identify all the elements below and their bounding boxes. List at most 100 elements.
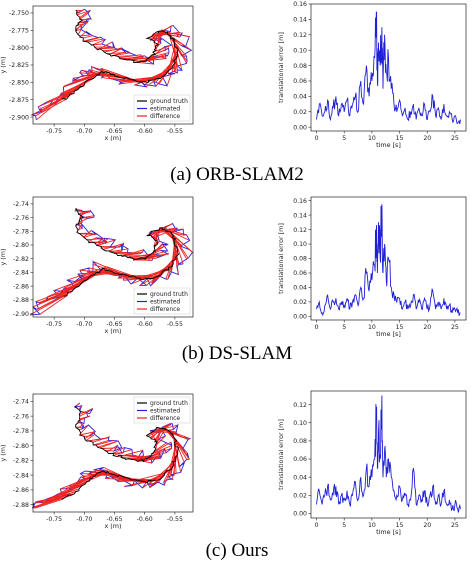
- ground-truth-trajectory: [63, 208, 180, 297]
- difference-segment: [75, 9, 82, 12]
- y-tick-label: -2.825: [9, 62, 29, 69]
- x-tick-label: 20: [423, 522, 431, 529]
- difference-segment: [29, 295, 64, 316]
- y-tick-label: 0.16: [293, 1, 307, 8]
- difference-segment: [96, 238, 109, 246]
- difference-segment: [79, 10, 91, 18]
- difference-segment: [162, 227, 190, 241]
- y-tick-label: 0.04: [293, 285, 307, 292]
- y-tick-label: -2.900: [9, 114, 29, 121]
- x-tick-label: 15: [396, 522, 404, 529]
- difference-segment: [35, 286, 77, 303]
- x-tick-label: -0.65: [107, 321, 123, 328]
- x-tick-label: -0.75: [46, 321, 62, 328]
- difference-segment: [74, 70, 102, 83]
- difference-segment: [78, 221, 83, 224]
- difference-segment: [80, 411, 90, 415]
- difference-segment: [152, 44, 172, 53]
- caption-a: (a) ORB-SLAM2: [170, 164, 304, 185]
- difference-segment: [124, 55, 145, 60]
- difference-segment: [78, 22, 88, 26]
- y-tick-label: -2.82: [13, 458, 29, 465]
- difference-segment: [91, 39, 106, 46]
- difference-segment: [104, 47, 122, 53]
- y-tick-label: -2.775: [9, 27, 29, 34]
- y-tick-label: 0.00: [293, 314, 307, 321]
- y-tick-label: 0.14: [293, 212, 307, 219]
- difference-segment: [82, 37, 99, 42]
- difference-segment: [102, 243, 124, 250]
- y-tick-label: 0.12: [293, 32, 307, 39]
- y-tick-label: 0.12: [293, 227, 307, 234]
- y-tick-label: -2.80: [13, 443, 29, 450]
- legend-estimated-label: estimated: [150, 299, 180, 306]
- axes-frame: [32, 393, 194, 513]
- difference-segment: [79, 12, 89, 20]
- y-tick-label: 0.06: [293, 270, 307, 277]
- axes-frame: [310, 3, 467, 132]
- difference-segment: [86, 238, 104, 241]
- x-tick-label: 0: [315, 522, 319, 529]
- difference-segment: [101, 68, 134, 80]
- difference-segment: [84, 435, 91, 437]
- difference-segment: [110, 248, 129, 253]
- difference-segment: [79, 31, 87, 38]
- trajectory-plot-4: -0.75 -0.70 -0.65 -0.60 -0.55 -2.74 -2.76 -2.78…: [0, 393, 194, 530]
- x-tick-label: 10: [368, 522, 376, 529]
- legend-ground-truth-label: ground truth: [150, 98, 188, 105]
- difference-segment: [99, 46, 114, 50]
- difference-segment: [76, 8, 85, 14]
- difference-segment: [36, 291, 73, 310]
- difference-segment: [78, 405, 83, 410]
- difference-segment: [75, 24, 82, 32]
- difference-segment: [83, 233, 97, 238]
- trajectory-plot-0: -0.75 -0.70 -0.65 -0.60 -0.55 -2.750 -2.775 -2.…: [0, 5, 194, 142]
- difference-segment: [60, 475, 95, 490]
- y-tick-label: -2.84: [13, 270, 29, 277]
- difference-segment: [64, 72, 100, 87]
- difference-segment: [47, 280, 84, 298]
- difference-segment: [154, 242, 164, 252]
- difference-segment: [88, 237, 97, 242]
- difference-segment: [96, 440, 114, 446]
- error-series-line: [316, 204, 461, 317]
- difference-segment: [75, 208, 82, 211]
- y-tick-label: 0.10: [293, 47, 307, 54]
- difference-segment: [49, 485, 82, 499]
- x-tick-label: -0.55: [167, 516, 183, 523]
- x-tick-label: -0.70: [76, 321, 92, 328]
- y-tick-label: 0.04: [293, 474, 307, 481]
- y-axis-label: y (m): [0, 248, 7, 265]
- y-axis-label: translational error [m]: [277, 419, 285, 490]
- difference-segment: [38, 88, 79, 108]
- y-tick-label: -2.86: [13, 283, 29, 290]
- difference-segment: [77, 210, 84, 213]
- error-series-line: [316, 11, 461, 125]
- y-tick-label: -2.78: [13, 228, 29, 235]
- difference-segment: [92, 436, 110, 443]
- error-plot-1: 0 5 10 15 20 25 0.00 0.02 0.04 0.06 0.08 0.10 0.12 0.…: [277, 1, 467, 149]
- y-tick-label: -2.82: [13, 256, 29, 263]
- y-tick-label: -2.850: [9, 80, 29, 87]
- difference-segment: [119, 54, 141, 59]
- legend-ground-truth-label: ground truth: [150, 291, 188, 298]
- x-axis-label: x (m): [104, 134, 121, 142]
- difference-segment: [84, 36, 102, 43]
- difference-segment: [47, 86, 81, 103]
- difference-segment: [79, 431, 96, 436]
- y-tick-label: -2.800: [9, 45, 29, 52]
- difference-segment: [78, 422, 85, 425]
- x-tick-label: -0.60: [137, 128, 153, 135]
- difference-segment: [113, 447, 125, 454]
- x-tick-label: 10: [368, 135, 376, 142]
- legend-difference-label: difference: [150, 306, 180, 313]
- x-tick-label: 5: [342, 324, 346, 331]
- y-tick-label: 0.12: [293, 402, 307, 409]
- difference-segment: [154, 432, 161, 443]
- y-axis-label: translational error [m]: [277, 32, 285, 103]
- y-tick-label: -2.750: [9, 10, 29, 17]
- difference-segment: [39, 295, 68, 315]
- difference-segment: [147, 253, 169, 258]
- x-tick-label: 25: [451, 324, 459, 331]
